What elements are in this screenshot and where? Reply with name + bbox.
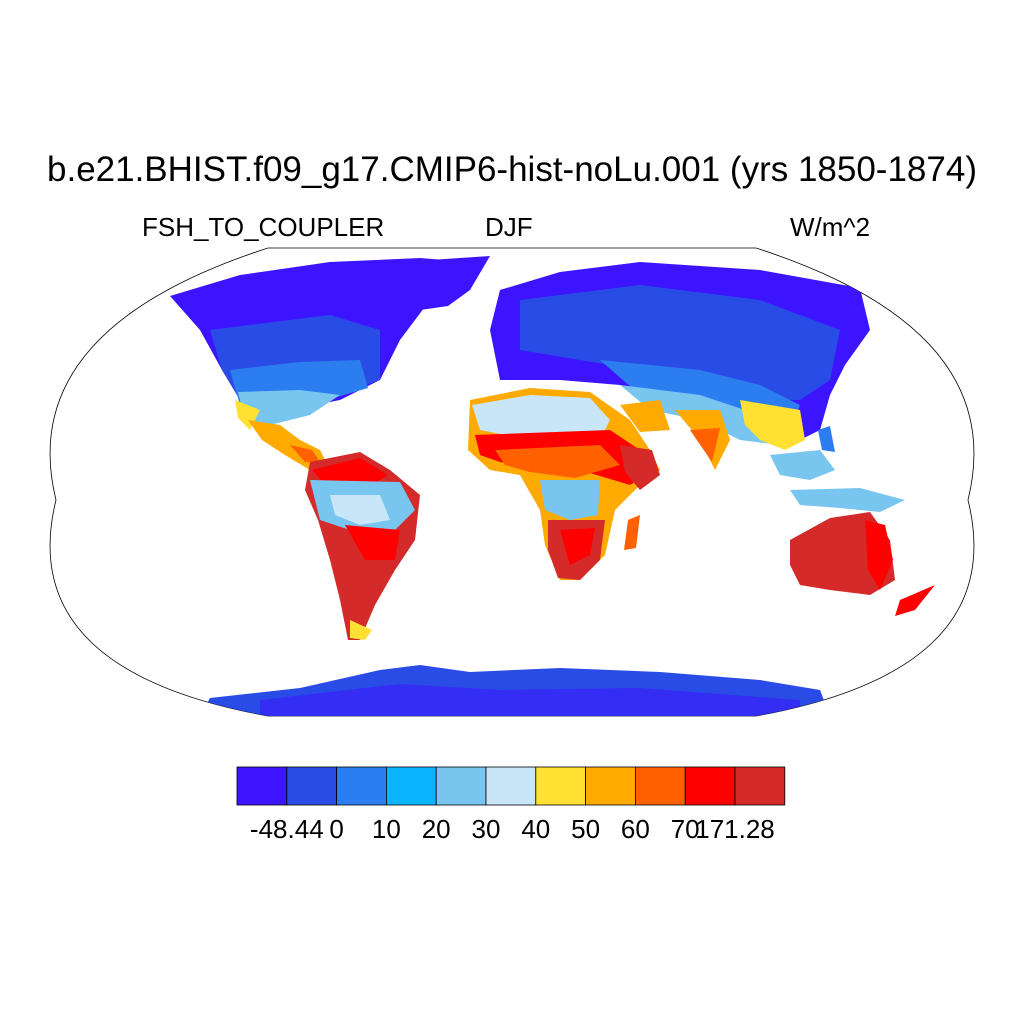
antarctica [200, 665, 830, 716]
variable-label: FSH_TO_COUPLER [142, 212, 385, 242]
colorbar-tick-label: 70 [670, 814, 700, 844]
plot-title: b.e21.BHIST.f09_g17.CMIP6-hist-noLu.001 … [47, 150, 977, 189]
colorbar [236, 766, 786, 806]
colorbar-tick-label: 60 [620, 814, 650, 844]
colorbar-tick-label: -48.44 [249, 814, 324, 844]
colorbar-swatch [435, 766, 487, 806]
colorbar-swatch [535, 766, 586, 806]
colorbar-swatch [635, 766, 686, 806]
colorbar-swatch [485, 766, 537, 806]
colorbar-tick-label: 50 [571, 814, 601, 844]
season-label: DJF [485, 212, 533, 242]
colorbar-swatch [336, 766, 387, 806]
colorbar-swatch [236, 766, 288, 806]
greenland [400, 256, 490, 310]
colorbar-tick-label: 20 [421, 814, 451, 844]
maritime-asia [770, 426, 905, 512]
north-america [170, 258, 470, 470]
colorbar-tick-label: 0 [329, 814, 344, 844]
colorbar-swatch [585, 766, 636, 806]
eurasia [490, 262, 870, 470]
landmasses [170, 256, 935, 716]
colorbar-tick-label: 30 [471, 814, 501, 844]
units-label: W/m^2 [790, 212, 871, 242]
colorbar-tick-label: 171.28 [695, 814, 775, 844]
south-america [305, 452, 420, 640]
australia [790, 512, 935, 616]
colorbar-swatch [385, 766, 437, 806]
colorbar-tick-label: 40 [521, 814, 551, 844]
africa [468, 388, 660, 580]
colorbar-swatch [734, 766, 786, 806]
colorbar-swatch [286, 766, 337, 806]
colorbar-swatch [684, 766, 736, 806]
colorbar-tick-label: 10 [371, 814, 401, 844]
